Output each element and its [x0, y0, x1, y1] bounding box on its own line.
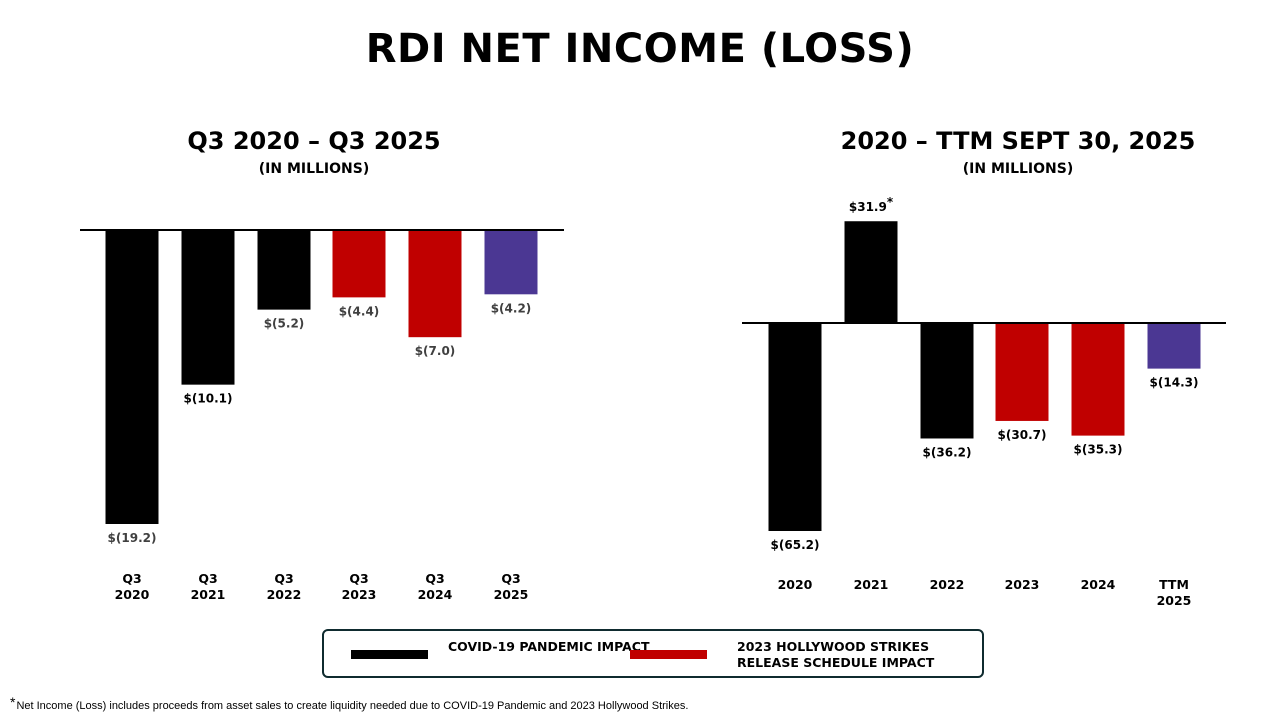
legend-label-covid: COVID-19 PANDEMIC IMPACT — [448, 639, 650, 654]
category-label-right-2: 2022 — [930, 577, 965, 592]
footnote-text: Net Income (Loss) includes proceeds from… — [16, 700, 689, 712]
page-title: RDI NET INCOME (LOSS) — [365, 26, 915, 72]
value-label-right-2: $(36.2) — [923, 445, 972, 459]
value-label-left-0: $(19.2) — [108, 531, 157, 545]
value-label-right-0: $(65.2) — [771, 538, 820, 552]
category-label-left-1: 2021 — [191, 587, 226, 602]
category-label-left-5: 2025 — [494, 587, 529, 602]
bar-left-4 — [408, 230, 462, 338]
right-chart-title: 2020 – TTM SEPT 30, 2025 — [840, 127, 1196, 155]
category-label-left-2: Q3 — [274, 571, 293, 586]
legend-swatch-covid — [351, 650, 428, 659]
value-label-left-4: $(7.0) — [415, 344, 456, 358]
bar-right-5 — [1147, 323, 1201, 369]
left-chart-subtitle: (IN MILLIONS) — [258, 161, 370, 177]
category-label-right-5: TTM — [1159, 577, 1189, 592]
category-label-left-1: Q3 — [198, 571, 217, 586]
category-label-right-3: 2023 — [1005, 577, 1040, 592]
category-label-right-5: 2025 — [1157, 593, 1192, 608]
legend-swatch-strikes — [630, 650, 707, 659]
bar-left-0 — [105, 230, 159, 524]
category-label-left-4: 2024 — [418, 587, 453, 602]
category-label-left-5: Q3 — [501, 571, 520, 586]
value-label-right-5: $(14.3) — [1150, 376, 1199, 390]
value-label-left-2: $(5.2) — [264, 317, 305, 331]
category-label-right-4: 2024 — [1081, 577, 1116, 592]
bar-right-1 — [844, 221, 898, 323]
legend: COVID-19 PANDEMIC IMPACT 2023 HOLLYWOOD … — [322, 629, 984, 678]
right-chart-subtitle: (IN MILLIONS) — [962, 161, 1074, 177]
bar-left-3 — [332, 230, 386, 298]
bar-left-2 — [257, 230, 311, 310]
category-label-left-3: Q3 — [349, 571, 368, 586]
bar-left-1 — [181, 230, 235, 385]
category-label-left-2: 2022 — [267, 587, 302, 602]
category-label-right-1: 2021 — [854, 577, 889, 592]
value-label-left-1: $(10.1) — [184, 392, 233, 406]
value-label-right-1: $31.9* — [849, 195, 894, 214]
category-label-left-3: 2023 — [342, 587, 377, 602]
bar-right-3 — [995, 323, 1049, 421]
value-label-right-3: $(30.7) — [998, 428, 1047, 442]
category-label-left-4: Q3 — [425, 571, 444, 586]
footnote: *Net Income (Loss) includes proceeds fro… — [10, 694, 688, 712]
legend-label-strikes: 2023 HOLLYWOOD STRIKES RELEASE SCHEDULE … — [737, 639, 935, 670]
bar-right-4 — [1071, 323, 1125, 436]
value-label-right-4: $(35.3) — [1074, 443, 1123, 457]
category-label-left-0: Q3 — [122, 571, 141, 586]
bar-left-5 — [484, 230, 538, 295]
left-chart-title: Q3 2020 – Q3 2025 — [187, 127, 441, 155]
bar-right-2 — [920, 323, 974, 439]
footnote-asterisk: * — [10, 694, 16, 710]
value-label-left-5: $(4.2) — [491, 301, 532, 315]
bar-right-0 — [768, 323, 822, 531]
category-label-left-0: 2020 — [115, 587, 150, 602]
value-label-left-3: $(4.4) — [339, 304, 380, 318]
category-label-right-0: 2020 — [778, 577, 813, 592]
